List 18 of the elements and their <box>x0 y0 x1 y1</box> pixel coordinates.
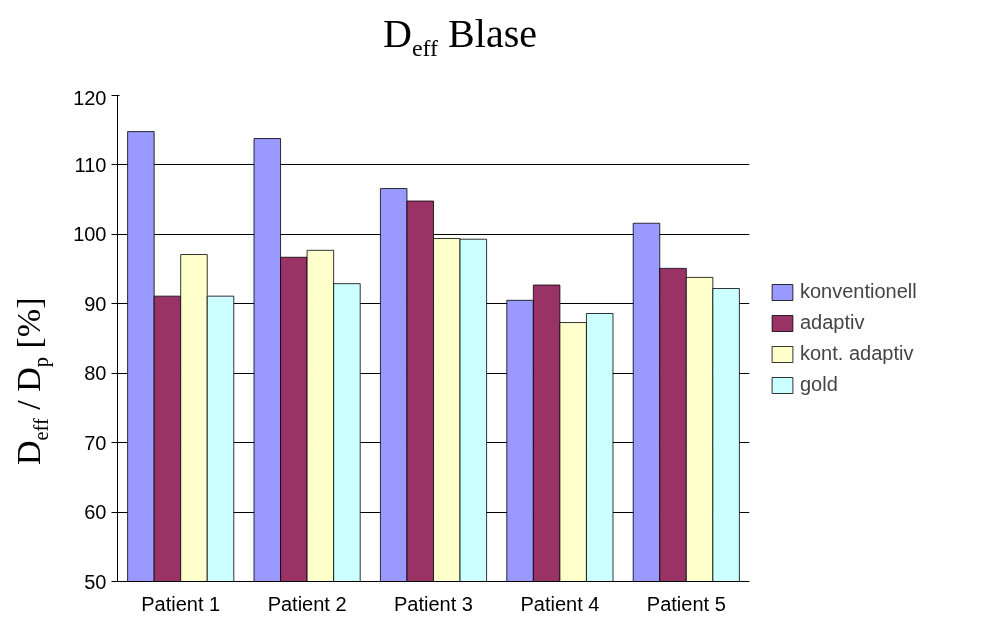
x-tick-label: Patient 2 <box>267 592 347 615</box>
y-tick-label: 90 <box>84 292 107 315</box>
y-tick-label: 100 <box>73 223 107 246</box>
y-tick-label: 50 <box>84 570 107 593</box>
legend-label: kont. adaptiv <box>800 342 914 365</box>
y-tick-label: 60 <box>84 501 107 524</box>
x-tick-label: Patient 4 <box>520 592 600 615</box>
chart-title: D$_{eff}$ Blase <box>382 10 538 63</box>
y-tick-label: 70 <box>84 431 107 454</box>
y-tick-label: 80 <box>84 362 107 385</box>
legend-label: adaptiv <box>800 311 865 334</box>
y-tick-label: 120 <box>73 86 107 109</box>
y-tick-label: 110 <box>74 153 107 176</box>
x-tick-label: Patient 1 <box>141 592 221 615</box>
legend-label: gold <box>800 373 838 396</box>
x-tick-label: Patient 3 <box>394 592 473 615</box>
x-tick-label: Patient 5 <box>646 592 726 615</box>
legend-label: konventionell <box>800 280 917 303</box>
